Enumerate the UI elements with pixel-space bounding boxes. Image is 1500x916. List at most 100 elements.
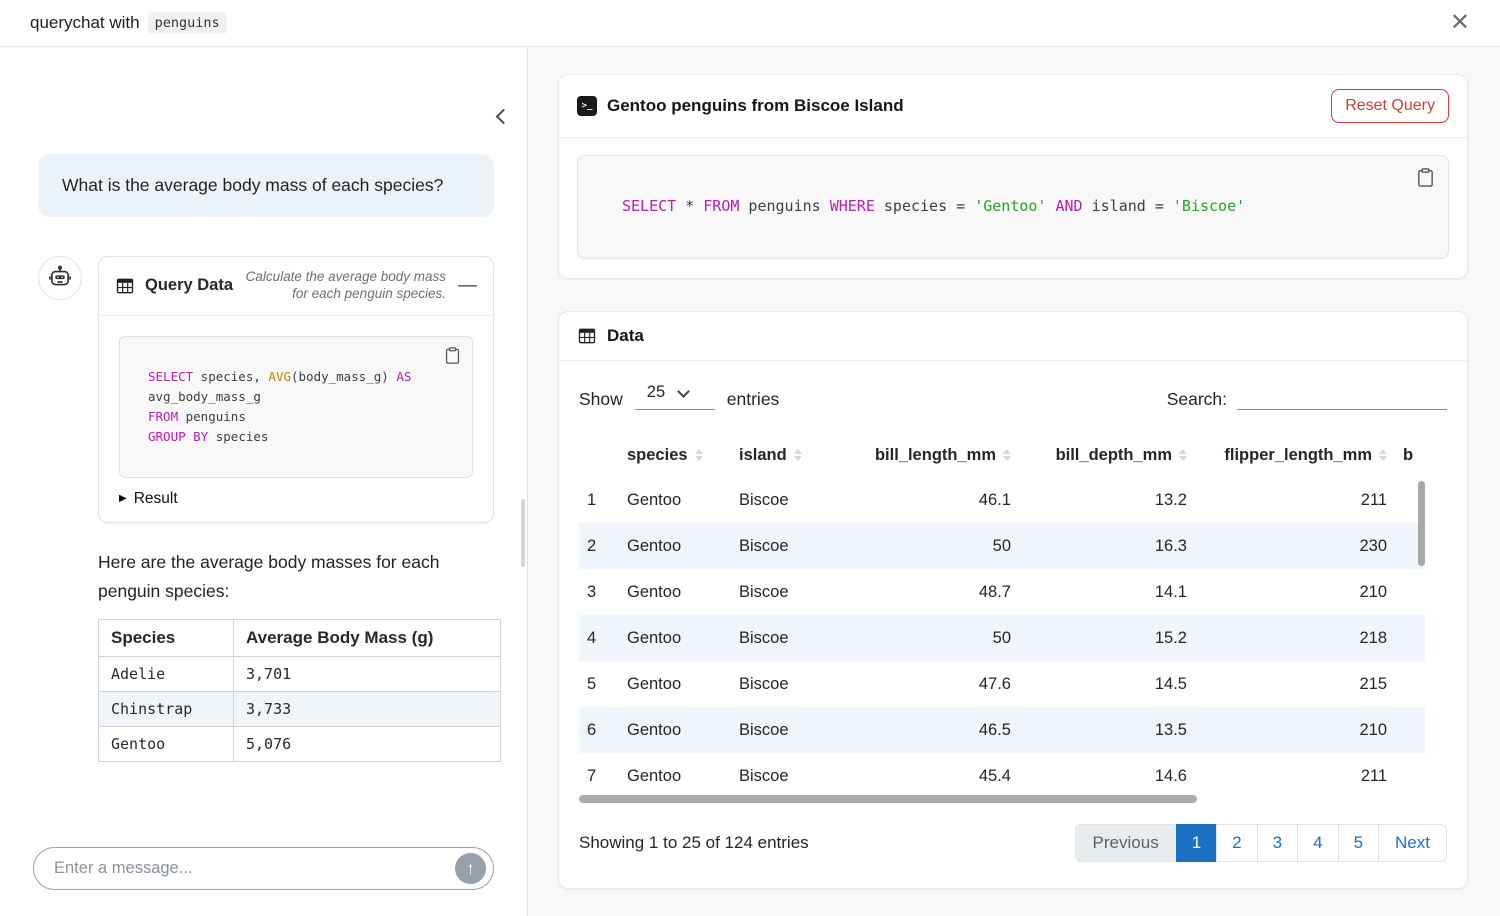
data-card-title: Data [607, 326, 644, 346]
data-table-cell: 13.2 [1019, 477, 1195, 523]
assistant-message: Query Data Calculate the average body ma… [38, 256, 494, 763]
data-table-cell: Biscoe [731, 569, 835, 615]
copy-icon[interactable] [444, 346, 461, 365]
answer-table-cell: Gentoo [99, 727, 234, 762]
sql-line: SELECT * FROM penguins WHERE species = '… [622, 194, 1428, 218]
reset-query-button[interactable]: Reset Query [1331, 89, 1449, 123]
data-table: speciesislandbill_length_mmbill_depth_mm… [579, 434, 1425, 799]
app-title-text: querychat with [30, 13, 140, 33]
data-table-row: 1GentooBiscoe46.113.2211 [579, 477, 1425, 523]
tool-card-body: SELECT species, AVG(body_mass_g) ASavg_b… [99, 316, 493, 522]
page-button-5[interactable]: 5 [1338, 824, 1379, 862]
data-table-cell: 211 [1195, 477, 1395, 523]
data-table-cell: Gentoo [619, 569, 731, 615]
column-header-flipper_length_mm[interactable]: flipper_length_mm [1195, 434, 1395, 477]
horizontal-scrollbar[interactable] [579, 795, 1197, 803]
data-table-row: 4GentooBiscoe5015.2218 [579, 615, 1425, 661]
bot-avatar [38, 256, 82, 300]
data-table-cell [1395, 569, 1425, 615]
data-table-cell [1395, 661, 1425, 707]
send-arrow-icon: ↑ [466, 859, 475, 879]
assistant-answer-text: Here are the average body masses for eac… [98, 548, 494, 606]
data-card: Data Show 25 entries Search: [558, 311, 1468, 889]
table-icon [577, 326, 597, 346]
query-data-tool-card: Query Data Calculate the average body ma… [98, 256, 494, 523]
answer-table-cell: 3,701 [234, 657, 501, 692]
data-table-cell: 1 [579, 477, 619, 523]
data-table-cell: 3 [579, 569, 619, 615]
chat-message-list: What is the average body mass of each sp… [0, 47, 527, 847]
terminal-icon: >_ [577, 96, 597, 116]
chat-input-pill: ↑ [33, 847, 494, 890]
vertical-scrollbar[interactable] [1418, 481, 1425, 566]
page-button-previous: Previous [1075, 824, 1177, 862]
sort-icon [695, 449, 703, 461]
search-input[interactable] [1237, 383, 1447, 410]
data-table-row: 7GentooBiscoe45.414.6211 [579, 753, 1425, 799]
data-table-cell: Gentoo [619, 753, 731, 799]
page-button-next[interactable]: Next [1378, 824, 1447, 862]
result-toggle[interactable]: ▶ Result [119, 490, 473, 508]
answer-table-row: Gentoo5,076 [99, 727, 501, 762]
data-table-cell: 211 [1195, 753, 1395, 799]
column-header-island[interactable]: island [731, 434, 835, 477]
column-header-species[interactable]: species [619, 434, 731, 477]
page-button-3[interactable]: 3 [1257, 824, 1298, 862]
user-message: What is the average body mass of each sp… [38, 154, 494, 217]
data-table-cell: Biscoe [731, 661, 835, 707]
data-table-cell: Biscoe [731, 753, 835, 799]
copy-icon[interactable] [1416, 167, 1435, 188]
data-table-row: 6GentooBiscoe46.513.5210 [579, 707, 1425, 753]
query-card-header: >_ Gentoo penguins from Biscoe Island Re… [559, 75, 1467, 138]
tool-card-title: Query Data [145, 276, 233, 295]
page-size-value: 25 [647, 383, 665, 402]
page-button-4[interactable]: 4 [1297, 824, 1338, 862]
data-card-header: Data [559, 312, 1467, 361]
expand-triangle-icon: ▶ [119, 493, 127, 504]
data-table-cell: 210 [1195, 569, 1395, 615]
data-table-cell: 15.2 [1019, 615, 1195, 661]
data-table-cell: 2 [579, 523, 619, 569]
sql-line: SELECT species, AVG(body_mass_g) AS [148, 367, 456, 387]
answer-table-cell: Chinstrap [99, 692, 234, 727]
close-icon[interactable]: ✕ [1446, 7, 1474, 39]
sort-icon [794, 449, 802, 461]
column-header-bill_length_mm[interactable]: bill_length_mm [835, 434, 1019, 477]
panel-resize-handle[interactable] [521, 499, 525, 567]
data-table-body: 1GentooBiscoe46.113.22112GentooBiscoe501… [579, 477, 1425, 799]
table-footer: Showing 1 to 25 of 124 entries Previous1… [579, 805, 1447, 888]
page-size-control: Show 25 entries [579, 381, 779, 410]
page-size-select[interactable]: 25 [635, 381, 715, 410]
answer-table: SpeciesAverage Body Mass (g) Adelie3,701… [98, 619, 501, 762]
data-table-row: 3GentooBiscoe48.714.1210 [579, 569, 1425, 615]
answer-table-header: Average Body Mass (g) [234, 620, 501, 657]
column-header-bill_depth_mm[interactable]: bill_depth_mm [1019, 434, 1195, 477]
page-button-2[interactable]: 2 [1216, 824, 1257, 862]
data-table-cell: 14.1 [1019, 569, 1195, 615]
answer-table-row: Chinstrap3,733 [99, 692, 501, 727]
tool-card-header: Query Data Calculate the average body ma… [99, 257, 493, 316]
answer-table-cell: Adelie [99, 657, 234, 692]
message-input[interactable] [54, 859, 455, 878]
titlebar: querychat with penguins ✕ [0, 0, 1500, 47]
data-table-cell: 5 [579, 661, 619, 707]
assistant-message-content: Query Data Calculate the average body ma… [98, 256, 494, 763]
data-table-cell: Gentoo [619, 661, 731, 707]
entries-label: entries [727, 389, 780, 410]
main-panel: >_ Gentoo penguins from Biscoe Island Re… [528, 47, 1500, 916]
chat-panel: What is the average body mass of each sp… [0, 47, 528, 916]
data-table-cell: 16.3 [1019, 523, 1195, 569]
data-table-cell: 6 [579, 707, 619, 753]
send-button[interactable]: ↑ [455, 853, 486, 884]
answer-table-head: SpeciesAverage Body Mass (g) [99, 620, 501, 657]
data-table-cell: 230 [1195, 523, 1395, 569]
answer-table-body: Adelie3,701Chinstrap3,733Gentoo5,076 [99, 657, 501, 762]
search-label: Search: [1167, 389, 1227, 410]
page-button-1[interactable]: 1 [1176, 824, 1217, 862]
data-table-cell: Biscoe [731, 615, 835, 661]
data-card-body: Show 25 entries Search: speciesis [559, 361, 1467, 888]
pagination: Previous12345Next [1075, 824, 1447, 862]
query-card: >_ Gentoo penguins from Biscoe Island Re… [558, 74, 1468, 279]
tool-card-collapse-icon[interactable]: — [456, 276, 479, 295]
tool-card-description: Calculate the average body mass for each… [243, 269, 446, 303]
